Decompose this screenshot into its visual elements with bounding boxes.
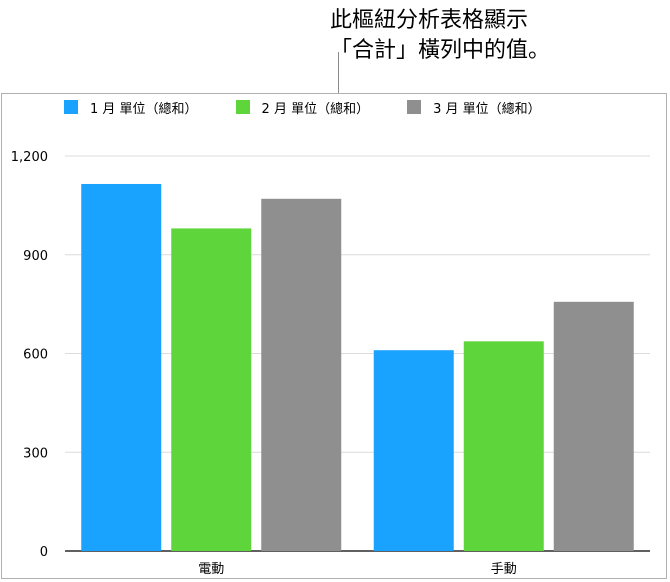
bar-1-0: [373, 350, 454, 551]
y-tick-label: 600: [23, 348, 48, 363]
y-tick-label: 1,200: [11, 150, 48, 165]
y-tick-label: 900: [23, 249, 48, 264]
y-tick-label: 0: [40, 545, 48, 560]
annotation-line-2: 「合計」橫列中的值。: [330, 38, 551, 63]
legend-swatch-mar: [407, 100, 422, 114]
legend-label-feb: 2 月 單位（總和）: [261, 101, 370, 117]
x-tick-label: 手動: [491, 562, 517, 577]
x-tick-label: 電動: [198, 562, 224, 577]
annotation-pointer-line: [338, 52, 339, 94]
annotation-line-1: 此樞紐分析表格顯示: [330, 8, 529, 33]
legend-swatch-feb: [235, 100, 250, 114]
legend-swatch-jan: [64, 100, 78, 114]
legend-label-mar: 3 月 單位（總和）: [433, 101, 541, 117]
bar-0-2: [261, 198, 342, 551]
chart-frame: [1, 93, 667, 579]
chart-legend: 1 月 單位（總和） 2 月 單位（總和） 3 月 單位（總和）: [64, 97, 579, 117]
legend-label-jan: 1 月 單位（總和）: [90, 101, 198, 117]
bar-0-0: [81, 183, 162, 551]
bar-1-2: [553, 301, 634, 551]
annotation-callout: 此樞紐分析表格顯示 「合計」橫列中的值。: [330, 6, 630, 66]
legend-item-mar: 3 月 單位（總和）: [407, 98, 541, 117]
bar-1-1: [463, 341, 544, 551]
y-tick-label: 300: [23, 446, 48, 461]
bar-0-1: [171, 228, 252, 551]
legend-item-jan: 1 月 單位（總和）: [64, 98, 198, 117]
legend-item-feb: 2 月 單位（總和）: [235, 98, 370, 117]
